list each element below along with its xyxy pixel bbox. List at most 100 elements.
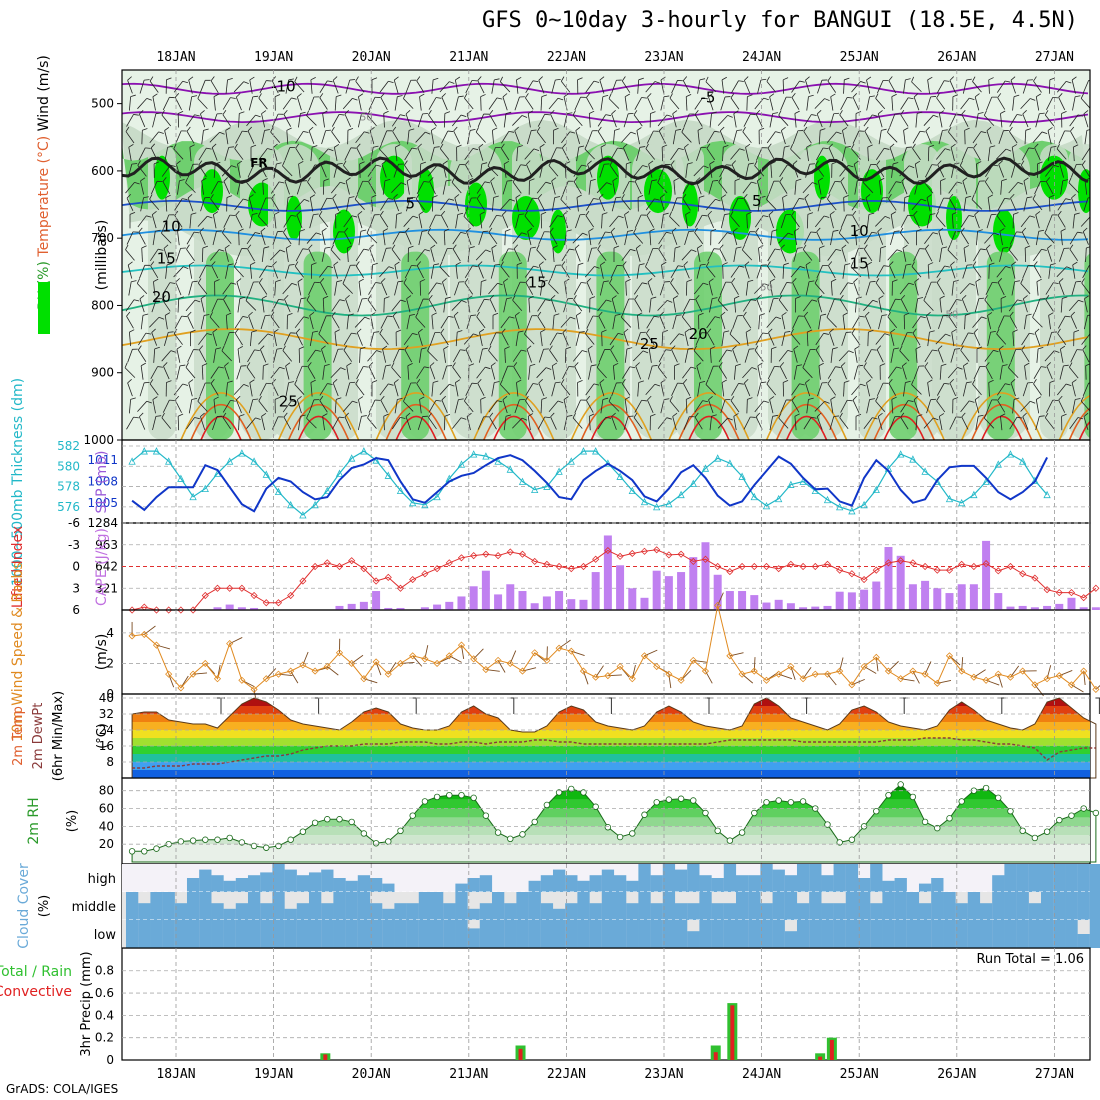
wind-barb-shaft: [127, 349, 133, 363]
wind-barb-flag: [783, 262, 789, 266]
wind-barb-flag: [288, 381, 295, 384]
wind-barb-shaft: [985, 282, 993, 296]
wind-barb-flag: [525, 278, 530, 283]
wind-barb-shaft: [658, 130, 666, 144]
wind-barb: [996, 210, 1006, 228]
wind-barb-flag: [834, 181, 841, 183]
wind-barb: [430, 127, 437, 145]
wind-barb-shaft: [657, 417, 668, 429]
wind-barb: [234, 316, 249, 329]
wind-barb-shaft: [261, 113, 266, 128]
wind-barb-shaft: [817, 80, 823, 94]
wind-barb-flag: [472, 265, 478, 268]
wind-barb-flag: [266, 382, 272, 385]
wind-barb: [405, 79, 417, 94]
wind-barb-flag: [394, 261, 400, 266]
wind-barb: [416, 181, 430, 195]
wind-barb-shaft: [382, 180, 386, 195]
wind-barb-flag: [525, 395, 529, 401]
wind-barb-shaft: [152, 96, 156, 111]
wind-barb-flag: [906, 146, 912, 148]
wind-barb: [586, 130, 598, 144]
wind-barb-flag: [205, 265, 212, 267]
wind-barb-shaft: [394, 281, 399, 296]
wind-barb-shaft: [805, 164, 811, 178]
wind-barb: [394, 280, 404, 296]
wind-barb-shaft: [984, 115, 995, 126]
wind-barb: [370, 145, 379, 162]
wind-barb: [997, 197, 1010, 211]
wind-barb-shaft: [260, 231, 266, 245]
wind-barb-flag: [564, 278, 570, 283]
wind-barb: [452, 244, 461, 262]
wind-barb-flag: [345, 295, 350, 300]
wind-barb-shaft: [198, 147, 207, 161]
wind-barb-flag: [689, 113, 695, 115]
wind-barb-shaft: [307, 349, 316, 362]
wind-barb: [1020, 278, 1031, 295]
wind-barb: [574, 96, 586, 111]
wind-barb-flag: [599, 76, 605, 81]
wind-barb: [983, 110, 995, 126]
wind-barb: [1035, 112, 1045, 128]
wind-barb: [137, 215, 152, 228]
wind-barb: [297, 278, 303, 296]
wind-barb: [478, 230, 489, 245]
wind-barb-shaft: [189, 147, 192, 162]
wind-barb-shaft: [515, 214, 520, 229]
wind-barb: [890, 211, 897, 229]
wind-barb: [550, 264, 562, 279]
wind-barb: [465, 382, 478, 396]
wind-barb-shaft: [790, 333, 801, 345]
wind-barb: [780, 399, 792, 413]
wind-barb-flag: [733, 413, 739, 417]
wind-barb-shaft: [659, 281, 665, 296]
wind-barb-shaft: [513, 282, 521, 296]
wind-barb-shaft: [404, 349, 413, 363]
wind-barb: [875, 147, 890, 161]
wind-barb-flag: [274, 94, 281, 97]
wind-barb-shaft: [454, 382, 459, 397]
wind-barb-flag: [494, 264, 501, 266]
wind-barb-flag: [563, 93, 569, 98]
wind-barb: [233, 81, 249, 93]
wind-barb-flag: [1039, 112, 1045, 115]
isotherm--10: [122, 82, 1089, 95]
wind-barb: [540, 94, 547, 111]
wind-barb-shaft: [623, 416, 629, 431]
wind-barb: [863, 417, 878, 430]
wind-barb-flag: [829, 211, 835, 215]
wind-barb-shaft: [1010, 164, 1016, 178]
wind-barb: [756, 264, 767, 279]
wind-barb: [392, 349, 405, 363]
wind-barb-shaft: [330, 182, 341, 194]
wind-barb-shaft: [587, 349, 592, 363]
wind-barb-shaft: [516, 382, 519, 397]
wind-barb: [1022, 295, 1028, 313]
wind-barb: [282, 345, 293, 362]
wind-barb-shaft: [524, 215, 535, 228]
wind-barb-shaft: [562, 181, 569, 195]
wind-barb: [563, 415, 573, 431]
wind-barb: [732, 315, 743, 330]
wind-barb-flag: [223, 177, 228, 182]
wind-barb: [1047, 244, 1053, 262]
wind-barb-shaft: [937, 197, 944, 212]
wind-barb-shaft: [572, 417, 583, 429]
wind-barb-shaft: [926, 96, 932, 111]
wind-barb: [864, 126, 872, 144]
wind-barb-flag: [284, 294, 289, 300]
wind-barb-flag: [944, 382, 950, 385]
wind-barb: [960, 215, 975, 228]
wind-barb: [550, 109, 557, 128]
wind-barb-shaft: [1046, 214, 1053, 229]
wind-barb-shaft: [901, 332, 908, 346]
wind-barb: [491, 381, 500, 397]
wind-barb: [539, 162, 549, 178]
wind-barb: [419, 279, 426, 296]
wind-barb-shaft: [354, 316, 365, 328]
wind-barb-flag: [654, 198, 660, 201]
wind-barb: [127, 379, 133, 397]
wind-barb-shaft: [306, 232, 317, 244]
wind-barb-shaft: [247, 248, 255, 262]
